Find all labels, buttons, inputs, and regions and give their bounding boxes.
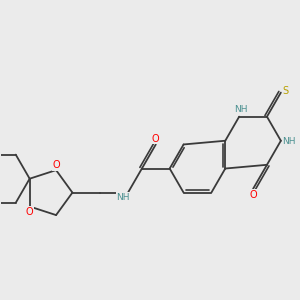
Text: NH: NH	[283, 137, 296, 146]
Text: NH: NH	[234, 105, 248, 114]
Text: NH: NH	[117, 193, 130, 202]
Text: O: O	[152, 134, 160, 144]
Text: O: O	[52, 160, 60, 170]
Text: O: O	[249, 190, 257, 200]
Text: S: S	[282, 86, 289, 96]
Text: O: O	[26, 206, 34, 217]
